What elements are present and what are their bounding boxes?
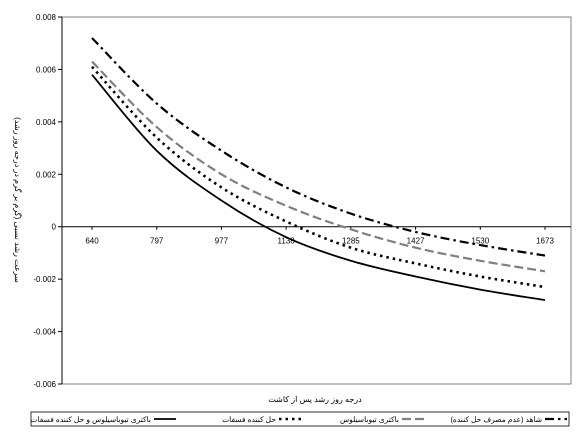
legend-label-1: شاهد (عدم مصرف حل کننده) [450, 415, 542, 424]
x-tick-label: 977 [215, 237, 229, 246]
series-line-2 [91, 60, 546, 273]
x-tick-label: 1530 [471, 237, 489, 246]
x-axis-label: درجه روز رشد پس از کاشت [268, 395, 362, 404]
y-tick-label: 0 [52, 223, 57, 232]
series-lines [91, 37, 546, 302]
legend-label-2: باکتری تیوباسیلوس [340, 415, 399, 424]
series-line-1 [91, 37, 546, 257]
y-tick-label: -0.004 [33, 328, 56, 337]
x-tick-label: 797 [150, 237, 164, 246]
legend-label-4: باکتری تیوباسیلوس و حل کننده فسفات [30, 415, 151, 424]
y-tick-label: 0.008 [36, 13, 57, 22]
x-tick-label: 1285 [342, 237, 360, 246]
legend: شاهد (عدم مصرف حل کننده) باکتری تیوباسیلو… [30, 415, 567, 424]
y-ticks: 0.008 0.006 0.004 0.002 0 -0.002 -0.004 -0.006 [33, 13, 62, 389]
legend-label-3: حل کننده فسفات [222, 415, 276, 424]
series-line-4 [91, 74, 546, 302]
x-tick-label: 1427 [407, 237, 425, 246]
y-tick-label: 0.002 [36, 170, 57, 179]
y-tick-label: 0.004 [36, 118, 57, 127]
x-tick-label: 1673 [536, 237, 554, 246]
y-tick-label: 0.006 [36, 65, 57, 74]
y-tick-label: -0.006 [33, 380, 56, 389]
y-axis-label: سرعت رشد نسبی (گرم بر گرم در درجه روز رش… [13, 117, 23, 283]
x-tick-label: 640 [85, 237, 99, 246]
x-tick-label: 1138 [278, 237, 296, 246]
x-ticks: 640 797 977 1138 1285 1427 1530 1673 [85, 226, 554, 246]
y-tick-label: -0.002 [33, 275, 56, 284]
